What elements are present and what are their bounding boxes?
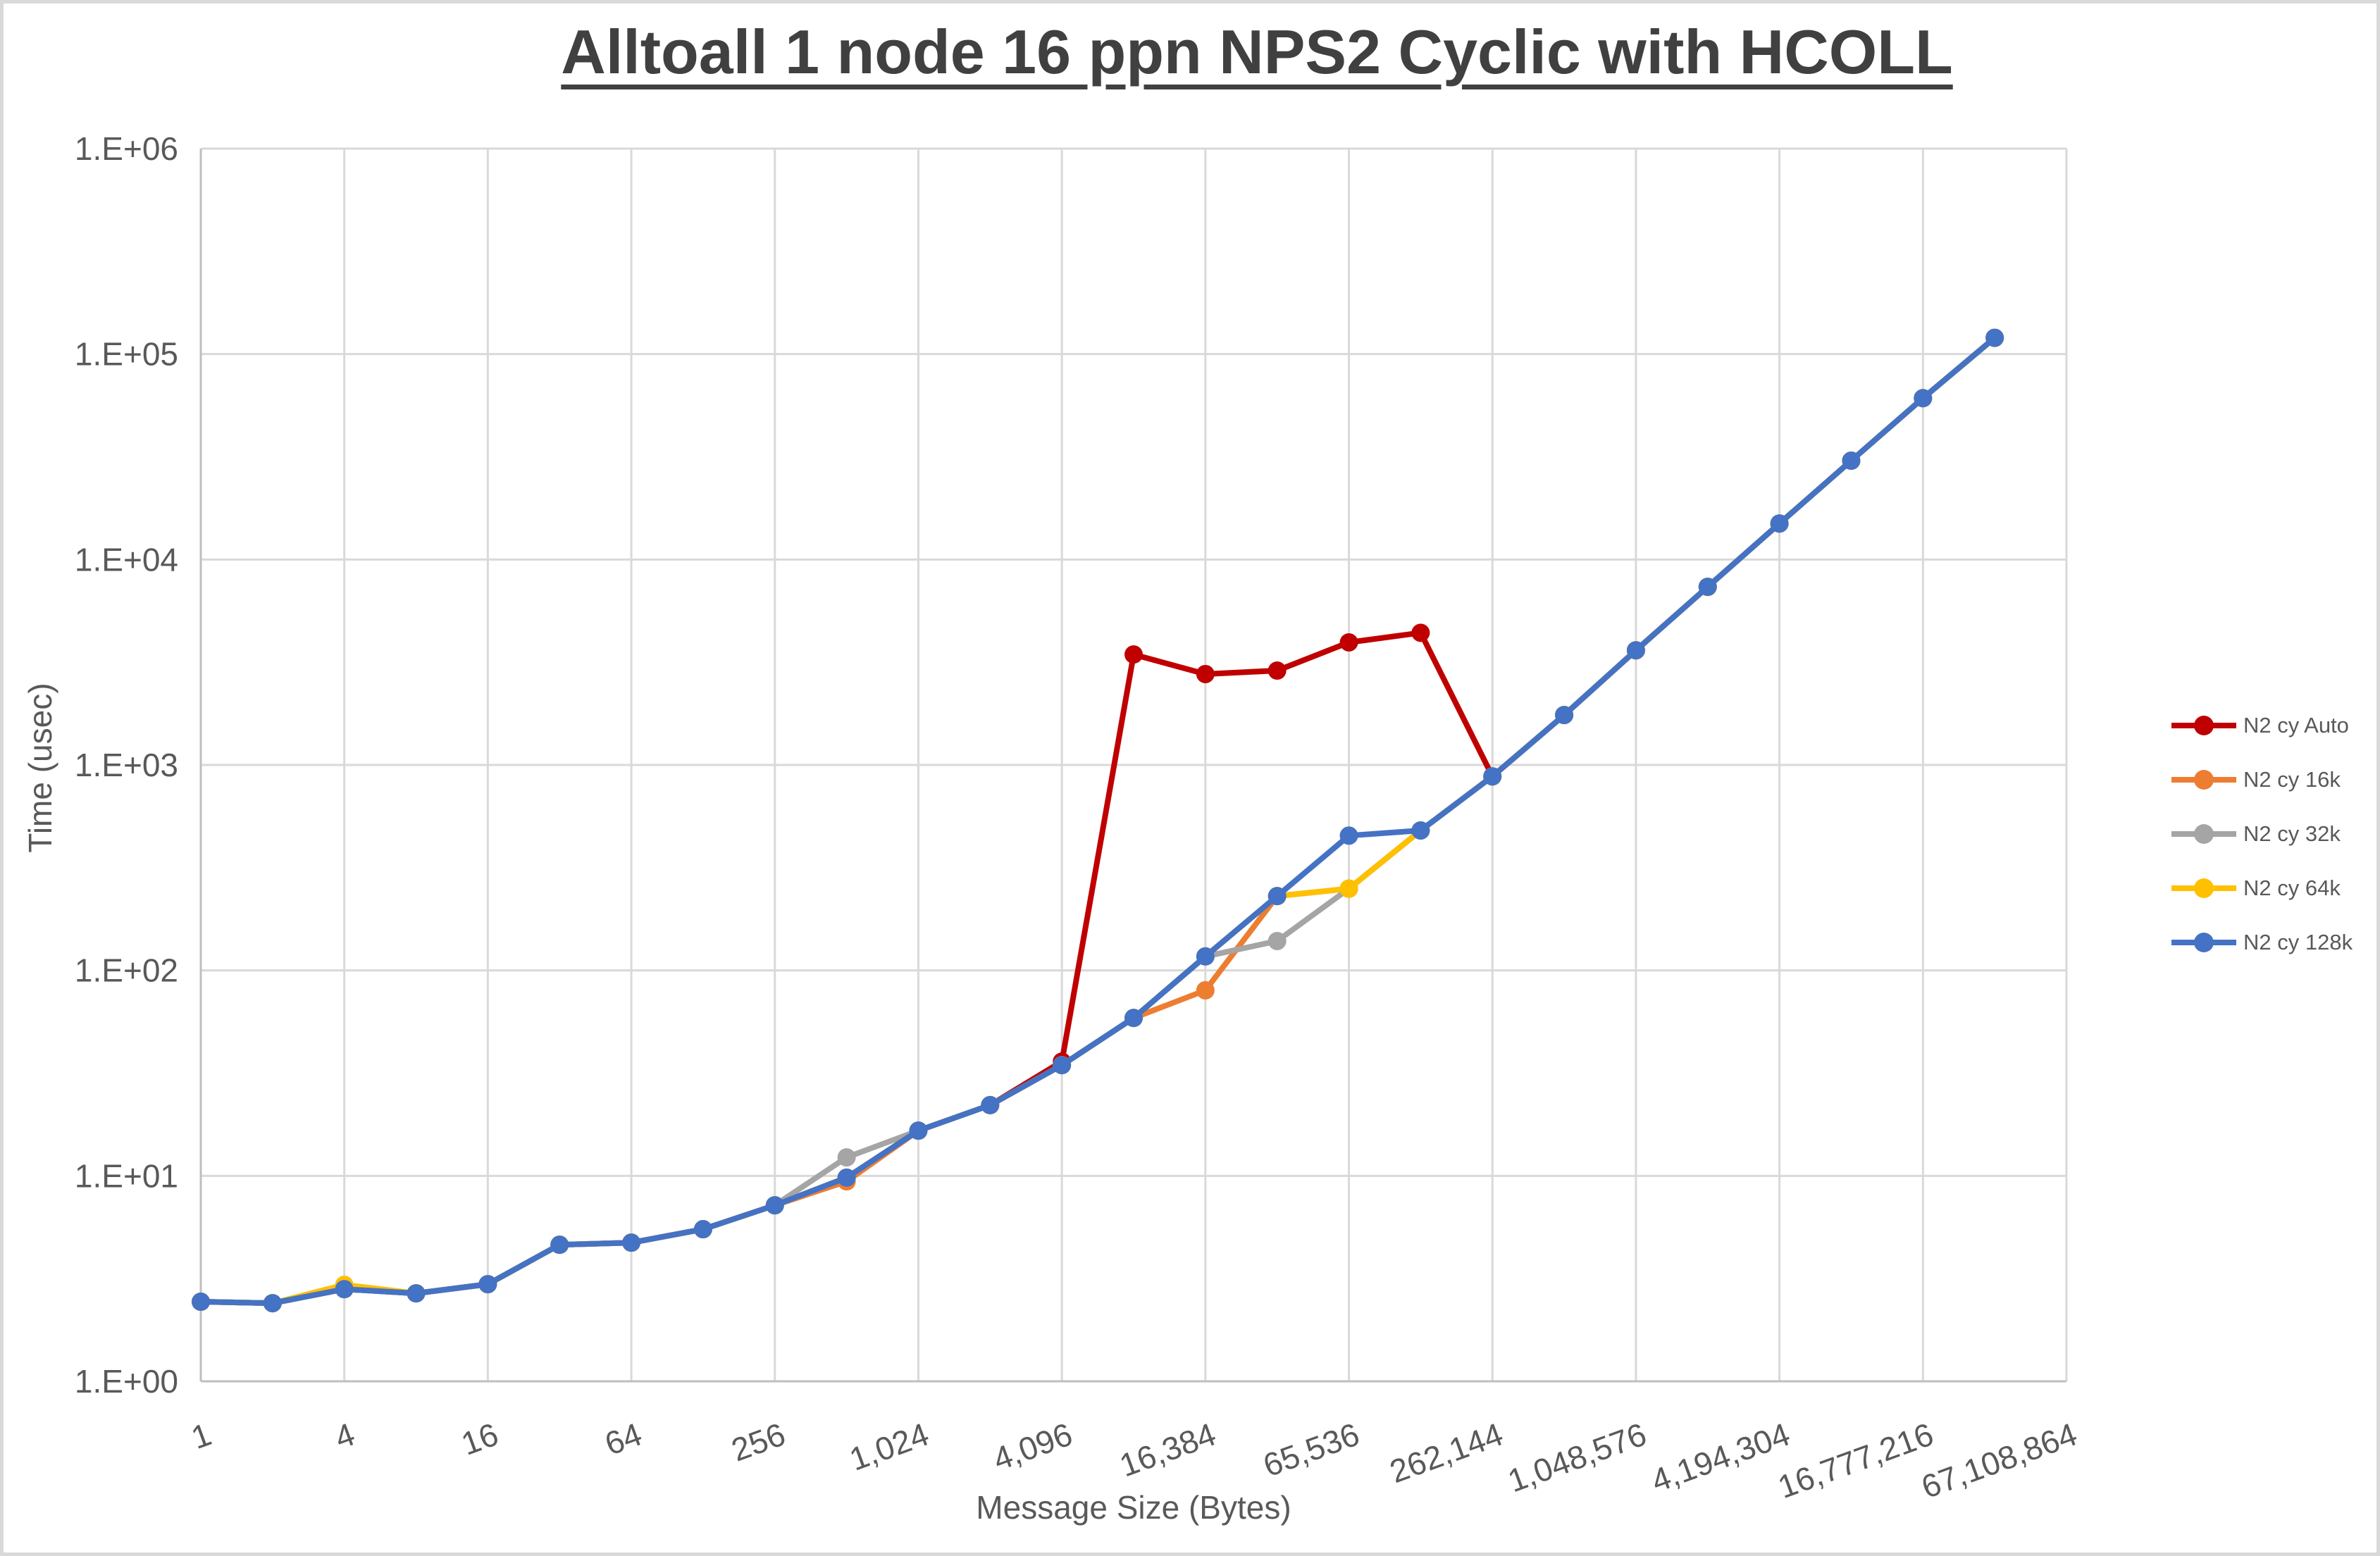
legend-label: N2 cy 64k bbox=[2243, 875, 2341, 900]
data-point-n2-cy-128k bbox=[765, 1196, 784, 1215]
svg-text:4,096: 4,096 bbox=[988, 1416, 1077, 1478]
legend-item-n2-cy-32k: N2 cy 32k bbox=[2170, 807, 2353, 861]
legend-swatch-line-marker-icon bbox=[2171, 715, 2236, 735]
data-point-n2-cy-128k bbox=[478, 1275, 497, 1294]
legend-swatch-line-marker-icon bbox=[2171, 878, 2236, 898]
x-axis-title: Message Size (Bytes) bbox=[976, 1489, 1291, 1526]
data-point-n2-cy-128k bbox=[1842, 452, 1861, 471]
series-n2-cy-32k bbox=[192, 328, 2004, 1313]
data-point-n2-cy-128k bbox=[1124, 1009, 1143, 1028]
svg-text:4: 4 bbox=[330, 1416, 359, 1457]
svg-text:262,144: 262,144 bbox=[1385, 1416, 1508, 1490]
data-point-n2-cy-128k bbox=[1268, 887, 1287, 906]
series-n2-cy-128k bbox=[192, 328, 2004, 1313]
data-point-n2-cy-128k bbox=[1698, 578, 1717, 597]
data-point-n2-cy-128k bbox=[550, 1236, 569, 1255]
data-point-n2-cy-128k bbox=[909, 1121, 928, 1140]
svg-text:256: 256 bbox=[726, 1416, 790, 1469]
svg-text:16: 16 bbox=[457, 1416, 503, 1462]
data-point-n2-cy-16k bbox=[1196, 981, 1215, 1000]
data-point-n2-cy-128k bbox=[1411, 821, 1430, 840]
series-line-n2-cy-128k bbox=[200, 335, 1997, 1307]
svg-text:1: 1 bbox=[187, 1416, 216, 1457]
data-point-n2-cy-32k bbox=[1268, 931, 1287, 950]
legend-swatch-line-marker-icon bbox=[2171, 823, 2236, 844]
svg-text:1.E+00: 1.E+00 bbox=[75, 1363, 178, 1400]
series-line-n2-cy-auto bbox=[200, 335, 1997, 1307]
legend-item-n2-cy-128k: N2 cy 128k bbox=[2170, 915, 2353, 969]
svg-text:65,536: 65,536 bbox=[1258, 1416, 1364, 1484]
data-point-n2-cy-128k bbox=[693, 1220, 712, 1239]
data-point-n2-cy-128k bbox=[837, 1168, 856, 1187]
legend-item-n2-cy-16k: N2 cy 16k bbox=[2170, 752, 2353, 807]
svg-text:1.E+03: 1.E+03 bbox=[75, 747, 178, 783]
data-point-n2-cy-128k bbox=[1770, 514, 1789, 533]
series-n2-cy-16k bbox=[192, 328, 2004, 1313]
svg-text:1.E+04: 1.E+04 bbox=[75, 541, 178, 578]
svg-text:1.E+02: 1.E+02 bbox=[75, 952, 178, 989]
svg-text:16,384: 16,384 bbox=[1115, 1416, 1220, 1484]
data-point-n2-cy-auto bbox=[1411, 623, 1430, 642]
svg-text:1.E+01: 1.E+01 bbox=[75, 1157, 178, 1194]
legend-item-n2-cy-64k: N2 cy 64k bbox=[2170, 861, 2353, 915]
legend-swatch-line-marker-icon bbox=[2171, 769, 2236, 790]
data-point-n2-cy-64k bbox=[1339, 879, 1358, 898]
data-point-n2-cy-128k bbox=[1914, 389, 1933, 408]
data-point-n2-cy-auto bbox=[1196, 664, 1215, 683]
data-point-n2-cy-128k bbox=[407, 1284, 426, 1303]
series-line-n2-cy-16k bbox=[200, 335, 1997, 1307]
svg-text:1,048,576: 1,048,576 bbox=[1503, 1416, 1651, 1500]
plot-area: 1.E+00 1.E+01 1.E+02 1.E+03 1.E+04 1.E+05 1.E+… bbox=[75, 130, 2081, 1505]
data-point-n2-cy-128k bbox=[1483, 767, 1502, 786]
data-point-n2-cy-128k bbox=[263, 1294, 282, 1313]
y-axis-tick-labels: 1.E+00 1.E+01 1.E+02 1.E+03 1.E+04 1.E+05 1.E+… bbox=[75, 130, 178, 1400]
data-point-n2-cy-128k bbox=[1339, 826, 1358, 845]
data-point-n2-cy-auto bbox=[1268, 661, 1287, 680]
gridlines bbox=[201, 147, 2068, 1381]
series-n2-cy-auto bbox=[192, 328, 2004, 1313]
data-point-n2-cy-128k bbox=[1626, 641, 1645, 660]
legend-label: N2 cy 32k bbox=[2243, 821, 2341, 846]
data-point-n2-cy-128k bbox=[192, 1293, 210, 1312]
data-point-n2-cy-128k bbox=[1196, 947, 1215, 966]
data-point-n2-cy-128k bbox=[622, 1233, 641, 1252]
series-line-n2-cy-64k bbox=[200, 335, 1997, 1307]
svg-text:1.E+06: 1.E+06 bbox=[75, 130, 178, 167]
legend-label: N2 cy 16k bbox=[2243, 766, 2341, 792]
svg-text:1,024: 1,024 bbox=[845, 1416, 934, 1478]
legend-item-n2-cy-auto: N2 cy Auto bbox=[2170, 698, 2353, 752]
data-point-n2-cy-128k bbox=[1985, 328, 2004, 347]
axes bbox=[199, 149, 2066, 1383]
y-axis-title: Time (usec) bbox=[22, 683, 58, 853]
data-point-n2-cy-128k bbox=[981, 1095, 1000, 1114]
data-point-n2-cy-128k bbox=[1053, 1056, 1072, 1075]
data-point-n2-cy-auto bbox=[1339, 633, 1358, 652]
legend-label: N2 cy Auto bbox=[2243, 712, 2349, 737]
legend-swatch-line-marker-icon bbox=[2171, 932, 2236, 952]
legend: N2 cy Auto N2 cy 16k N2 cy 32k N2 cy 64k bbox=[2170, 698, 2353, 969]
data-point-n2-cy-128k bbox=[1555, 706, 1574, 725]
data-point-n2-cy-128k bbox=[335, 1280, 354, 1299]
svg-text:4,194,304: 4,194,304 bbox=[1647, 1416, 1795, 1500]
series-n2-cy-64k bbox=[192, 328, 2004, 1313]
svg-text:64: 64 bbox=[600, 1416, 647, 1462]
svg-text:1.E+05: 1.E+05 bbox=[75, 336, 178, 373]
data-point-n2-cy-auto bbox=[1124, 645, 1143, 664]
legend-label: N2 cy 128k bbox=[2243, 929, 2353, 954]
data-point-n2-cy-32k bbox=[837, 1148, 856, 1167]
series-line-n2-cy-32k bbox=[200, 335, 1997, 1307]
chart-title: Alltoall 1 node 16 ppn NPS2 Cyclic with … bbox=[561, 17, 1953, 87]
